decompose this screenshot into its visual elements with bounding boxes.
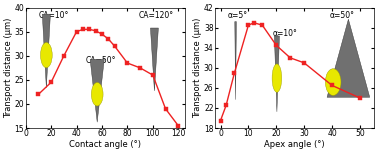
Text: CA=10°: CA=10° [39,11,69,20]
X-axis label: Apex angle (°): Apex angle (°) [264,140,325,149]
Text: CA=50°: CA=50° [86,56,116,65]
Text: CA=120°: CA=120° [138,11,174,20]
Text: α=10°: α=10° [272,29,297,38]
Text: α=50°: α=50° [329,11,354,20]
Y-axis label: Transport distance (μm): Transport distance (μm) [194,18,202,118]
Text: α=5°: α=5° [228,11,248,20]
Y-axis label: Transport distance (μm): Transport distance (μm) [4,18,13,118]
X-axis label: Contact angle (°): Contact angle (°) [69,140,141,149]
